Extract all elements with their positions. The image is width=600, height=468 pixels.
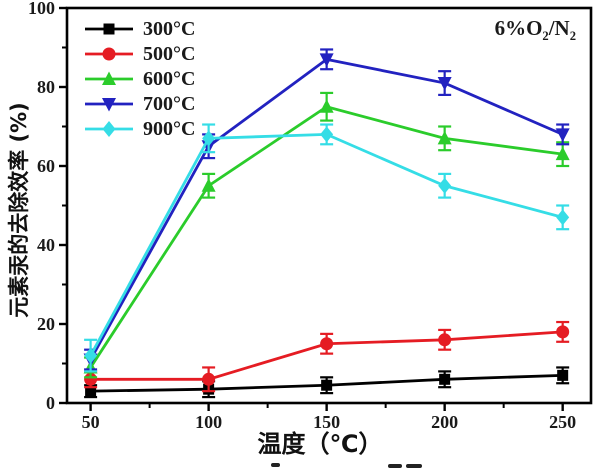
cropped-caption-fragment [388, 464, 402, 468]
atmosphere-annotation: 6%O2/N2 [494, 16, 576, 43]
legend-label-600c: 600°C [143, 67, 196, 90]
legend-item-300c: 300°C [84, 17, 195, 40]
square-marker-icon [84, 20, 134, 38]
triangle-down-marker-icon [84, 95, 134, 113]
legend-label-700c: 700°C [143, 92, 196, 115]
x-axis-label: 温度（℃） [257, 430, 383, 458]
svg-text:20: 20 [37, 314, 55, 334]
svg-text:100: 100 [28, 0, 55, 18]
circle-marker-icon [84, 45, 134, 63]
diamond-marker-icon [84, 120, 134, 138]
legend-label-300c: 300°C [143, 17, 196, 40]
cropped-caption-fragment [406, 464, 422, 468]
legend-item-700c: 700°C [84, 92, 195, 115]
legend: 300°C 500°C 600°C 700°C 900°C [84, 17, 195, 140]
legend-item-900c: 900°C [84, 117, 195, 140]
y-axis-label: 元素汞的去除效率 (%) [7, 102, 31, 318]
triangle-up-marker-icon [84, 70, 134, 88]
legend-item-500c: 500°C [84, 42, 195, 65]
legend-label-500c: 500°C [143, 42, 196, 65]
svg-text:250: 250 [549, 412, 576, 432]
svg-text:50: 50 [82, 412, 100, 432]
legend-label-900c: 900°C [143, 117, 196, 140]
svg-text:0: 0 [46, 393, 55, 413]
svg-text:80: 80 [37, 77, 55, 97]
svg-text:40: 40 [37, 235, 55, 255]
svg-text:60: 60 [37, 156, 55, 176]
legend-item-600c: 600°C [84, 67, 195, 90]
cropped-caption-fragment [271, 463, 280, 467]
svg-text:150: 150 [313, 412, 340, 432]
svg-text:200: 200 [431, 412, 458, 432]
svg-text:100: 100 [195, 412, 222, 432]
